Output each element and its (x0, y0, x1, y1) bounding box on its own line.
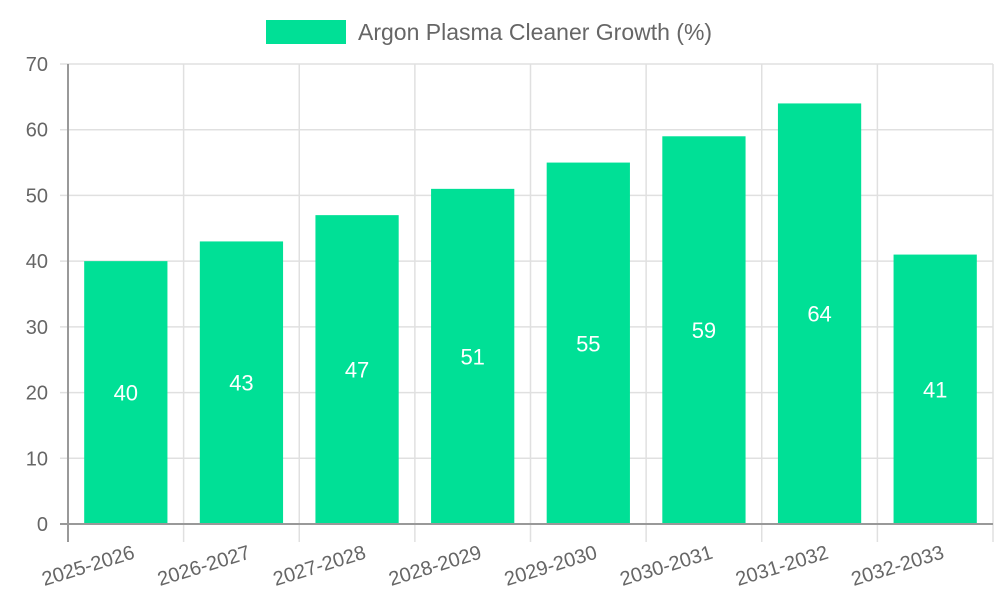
y-tick-label: 40 (26, 251, 48, 273)
bars: 40 43 47 51 55 59 64 41 (84, 103, 977, 525)
y-axis-labels: 0 10 20 30 40 50 60 70 (26, 54, 48, 536)
bar-value-label: 51 (460, 344, 484, 369)
bar[interactable] (315, 215, 399, 524)
x-tick-label: 2032-2033 (849, 542, 947, 591)
axes (60, 64, 993, 542)
y-tick-label: 60 (26, 120, 48, 142)
y-tick-label: 30 (26, 317, 48, 339)
y-tick-label: 20 (26, 383, 48, 405)
bar-value-label: 64 (807, 302, 831, 327)
bar[interactable] (662, 136, 746, 525)
y-tick-label: 50 (26, 185, 48, 207)
legend-swatch (266, 20, 346, 44)
x-tick-label: 2029-2030 (502, 542, 600, 591)
legend[interactable]: Argon Plasma Cleaner Growth (%) (266, 19, 712, 45)
x-tick-label: 2027-2028 (271, 542, 369, 591)
y-tick-label: 0 (37, 514, 48, 536)
x-tick-label: 2028-2029 (386, 542, 484, 591)
x-tick-label: 2031-2032 (733, 542, 831, 591)
bar[interactable] (199, 241, 284, 524)
y-tick-label: 10 (26, 448, 48, 470)
bar-value-label: 55 (576, 331, 600, 356)
y-tick-label: 70 (26, 54, 48, 76)
bar-value-label: 41 (923, 377, 947, 402)
bar[interactable] (777, 103, 862, 524)
bar[interactable] (546, 162, 630, 525)
bar-value-label: 43 (229, 371, 253, 396)
bar[interactable] (893, 254, 977, 525)
x-axis-labels: 2025-2026 2026-2027 2027-2028 2028-2029 2029… (39, 542, 946, 591)
x-tick-label: 2030-2031 (617, 542, 715, 591)
bar-value-label: 59 (692, 318, 716, 343)
bar[interactable] (84, 261, 168, 524)
bar-value-label: 47 (345, 358, 369, 383)
bar-value-label: 40 (114, 381, 138, 406)
x-tick-label: 2025-2026 (39, 542, 137, 591)
legend-label: Argon Plasma Cleaner Growth (%) (358, 19, 712, 45)
bar[interactable] (431, 188, 515, 524)
x-tick-label: 2026-2027 (155, 542, 253, 591)
